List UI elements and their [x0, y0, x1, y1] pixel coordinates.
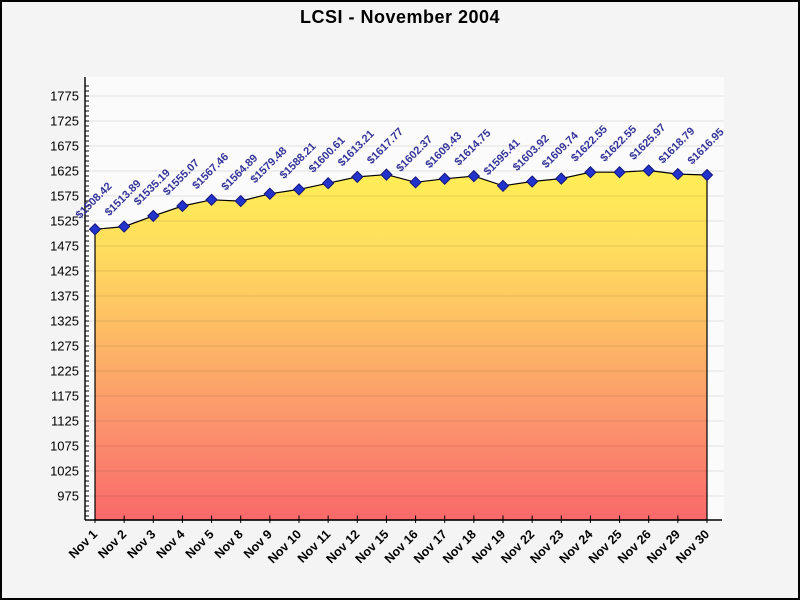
- data-point-marker: [613, 166, 626, 179]
- x-tick-label: Nov 1: [66, 527, 100, 561]
- data-point-marker: [584, 166, 597, 179]
- x-tick-label: Nov 3: [124, 527, 158, 561]
- data-point-marker: [205, 193, 218, 206]
- y-tick-label: 1425: [50, 264, 79, 279]
- y-tick-label: 1525: [50, 214, 79, 229]
- y-tick-label: 1225: [50, 364, 79, 379]
- data-point-marker: [642, 164, 655, 177]
- data-point-marker: [263, 187, 277, 200]
- data-point-marker: [380, 168, 393, 181]
- chart-title: LCSI - November 2004: [299, 7, 501, 27]
- x-tick-label: Nov 8: [212, 527, 246, 561]
- y-tick-label: 1625: [50, 164, 79, 179]
- y-tick-label: 1775: [50, 89, 79, 104]
- area-series-fill: [94, 169, 708, 521]
- data-point-marker: [176, 199, 189, 213]
- y-tick-label: 1575: [50, 189, 79, 204]
- y-tick-label: 1275: [50, 339, 79, 354]
- data-point-marker: [525, 175, 539, 188]
- x-tick-label: Nov 2: [95, 527, 129, 561]
- y-tick-label: 1175: [51, 389, 79, 404]
- y-tick-label: 1325: [50, 314, 79, 329]
- x-tick-label: Nov 5: [183, 527, 217, 561]
- y-tick-label: 1125: [51, 414, 79, 429]
- data-point-marker: [147, 209, 160, 223]
- data-point-marker: [409, 176, 422, 189]
- x-tick-label: Nov 4: [154, 527, 188, 561]
- data-point-marker: [438, 172, 451, 185]
- data-point-marker: [117, 220, 131, 233]
- y-tick-label: 975: [57, 489, 79, 504]
- y-tick-label: 1475: [50, 239, 79, 254]
- data-point-marker: [321, 176, 335, 190]
- data-point-marker: [234, 194, 247, 208]
- data-point-marker: [671, 167, 685, 181]
- data-point-marker: [88, 223, 102, 236]
- y-tick-label: 1675: [50, 139, 79, 154]
- x-tick-label: Nov 30: [673, 527, 712, 566]
- data-point-marker: [496, 179, 510, 193]
- y-tick-label: 1025: [50, 464, 79, 479]
- y-tick-label: 1075: [50, 439, 79, 454]
- data-point-marker: [351, 170, 364, 184]
- data-point-marker: [292, 183, 306, 196]
- data-point-marker: [467, 169, 481, 183]
- data-point-marker: [700, 168, 714, 182]
- y-tick-label: 1375: [50, 289, 79, 304]
- data-point-marker: [555, 172, 568, 185]
- y-tick-label: 1725: [50, 114, 79, 129]
